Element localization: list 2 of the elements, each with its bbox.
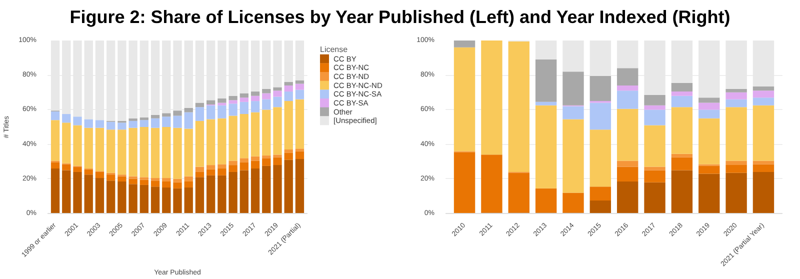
legend-title: License <box>320 45 348 54</box>
text: Figure 2: Share of Licenses by Year Published (Left) and Year Indexed (Right) <box>70 6 730 29</box>
